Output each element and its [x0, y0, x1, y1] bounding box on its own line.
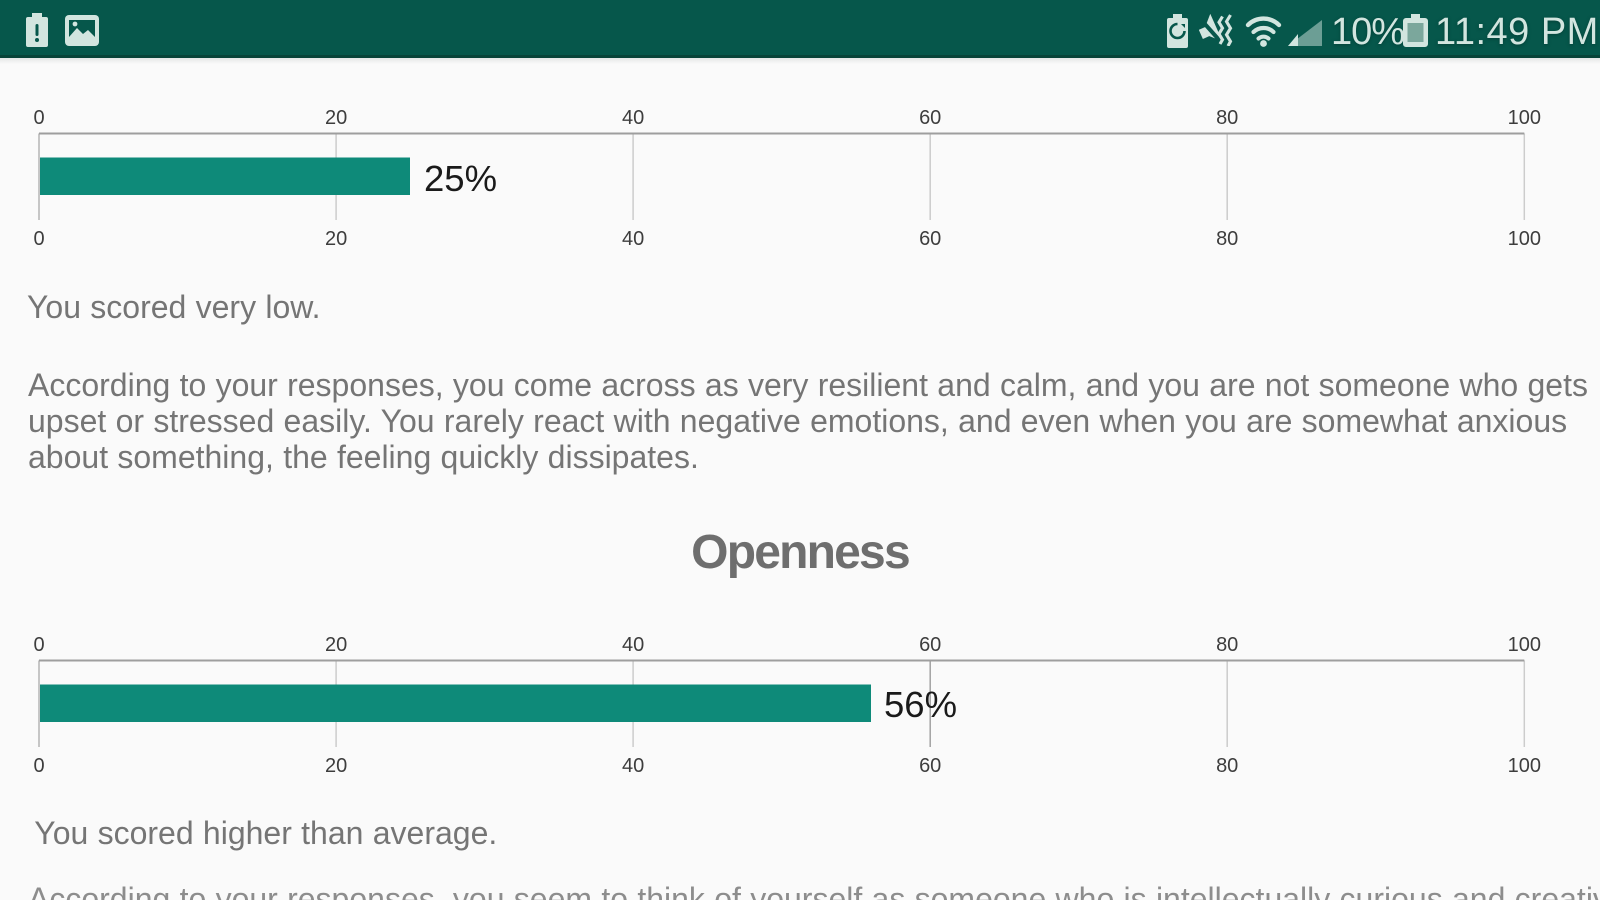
- svg-text:100: 100: [1508, 228, 1541, 250]
- svg-text:60: 60: [919, 228, 941, 250]
- svg-text:100: 100: [1508, 634, 1541, 656]
- svg-text:0: 0: [33, 755, 44, 777]
- svg-text:40: 40: [622, 107, 644, 129]
- svg-text:0: 0: [33, 228, 44, 250]
- svg-text:20: 20: [325, 228, 347, 250]
- svg-text:100: 100: [1508, 755, 1541, 777]
- svg-text:0: 0: [33, 107, 44, 129]
- svg-text:40: 40: [622, 755, 644, 777]
- svg-text:60: 60: [919, 107, 941, 129]
- svg-text:80: 80: [1216, 755, 1238, 777]
- svg-text:0: 0: [33, 634, 44, 656]
- svg-text:100: 100: [1508, 107, 1541, 129]
- svg-text:80: 80: [1216, 107, 1238, 129]
- svg-text:40: 40: [622, 228, 644, 250]
- svg-text:60: 60: [919, 755, 941, 777]
- svg-text:20: 20: [325, 634, 347, 656]
- svg-text:60: 60: [919, 634, 941, 656]
- svg-text:40: 40: [622, 634, 644, 656]
- svg-text:80: 80: [1216, 634, 1238, 656]
- svg-text:56%: 56%: [884, 684, 957, 725]
- svg-text:80: 80: [1216, 228, 1238, 250]
- svg-text:20: 20: [325, 107, 347, 129]
- svg-text:20: 20: [325, 755, 347, 777]
- svg-text:25%: 25%: [424, 158, 497, 199]
